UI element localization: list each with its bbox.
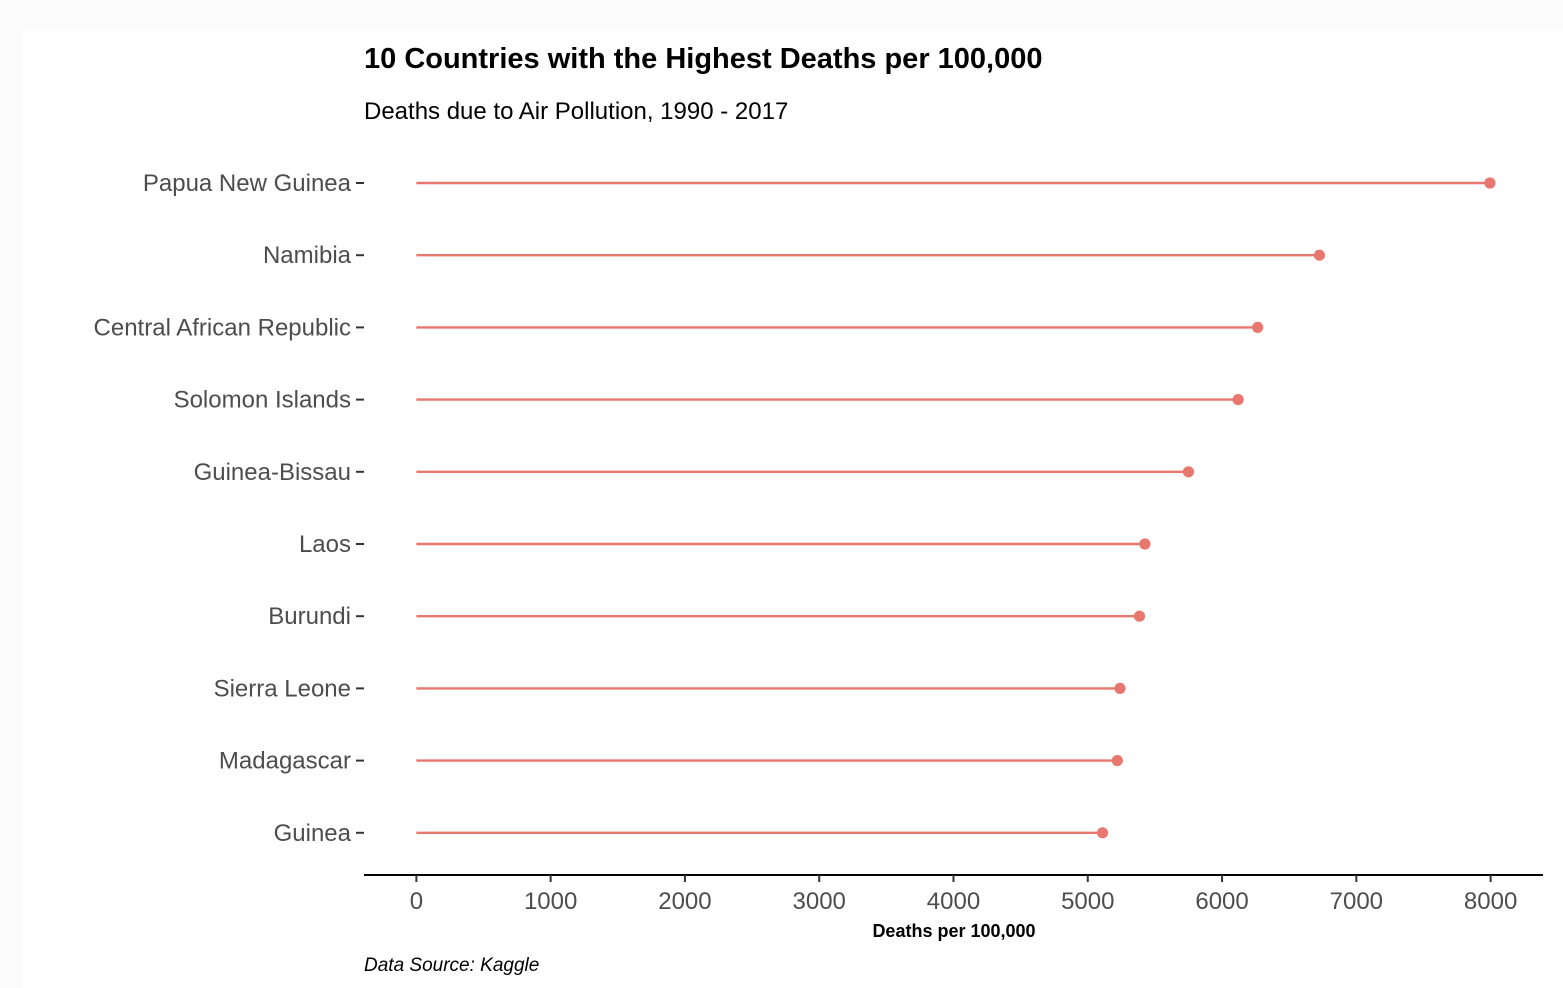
x-tick-label: 6000 — [1195, 888, 1248, 915]
y-tick-label: Laos — [299, 531, 351, 558]
lollipop-dot — [1313, 249, 1326, 261]
lollipop-dot — [1139, 538, 1151, 550]
lollipop-dot — [1133, 610, 1146, 622]
x-tick-label: 2000 — [658, 888, 711, 915]
y-tick-label: Central African Republic — [94, 314, 351, 341]
lollipop-stems — [416, 181, 1490, 834]
lollipop-dot — [1232, 394, 1244, 406]
chart-panel: 10 Countries with the Highest Deaths per… — [22, 30, 1563, 988]
chart-title: 10 Countries with the Highest Deaths per… — [364, 43, 1042, 75]
y-axis: Papua New Guinea Namibia Central African R… — [94, 170, 364, 847]
lollipop-dot — [1114, 682, 1126, 695]
lollipop-dot — [1096, 827, 1109, 839]
lollipop-dot — [1182, 466, 1195, 478]
x-tick-label: 0 — [410, 888, 423, 915]
y-tick-label: Solomon Islands — [174, 387, 351, 414]
y-tick-label: Guinea-Bissau — [194, 459, 351, 486]
x-tick-label: 4000 — [927, 888, 980, 915]
x-tick-label: 7000 — [1330, 888, 1383, 915]
chart-subtitle: Deaths due to Air Pollution, 1990 - 2017 — [364, 98, 788, 125]
lollipop-dot — [1484, 177, 1496, 189]
data-source-caption: Data Source: Kaggle — [364, 955, 539, 976]
y-tick-label: Burundi — [268, 603, 351, 630]
x-axis-label: Deaths per 100,000 — [872, 921, 1035, 941]
y-tick-label: Papua New Guinea — [143, 170, 352, 197]
x-tick-label: 5000 — [1061, 888, 1114, 915]
lollipop-chart: 10 Countries with the Highest Deaths per… — [94, 43, 1543, 976]
y-tick-label: Sierra Leone — [214, 675, 351, 702]
lollipop-dot — [1252, 321, 1264, 333]
y-tick-label: Namibia — [263, 242, 352, 269]
x-tick-label: 3000 — [793, 888, 846, 915]
lollipop-dots — [1096, 177, 1496, 839]
x-tick-label: 8000 — [1464, 888, 1517, 915]
lollipop-dot — [1111, 755, 1123, 767]
x-tick-label: 1000 — [524, 888, 577, 915]
x-axis: 0 1000 2000 3000 4000 5000 6000 7000 8000 — [364, 874, 1543, 915]
y-tick-label: Guinea — [274, 820, 352, 847]
y-tick-label: Madagascar — [219, 748, 351, 775]
